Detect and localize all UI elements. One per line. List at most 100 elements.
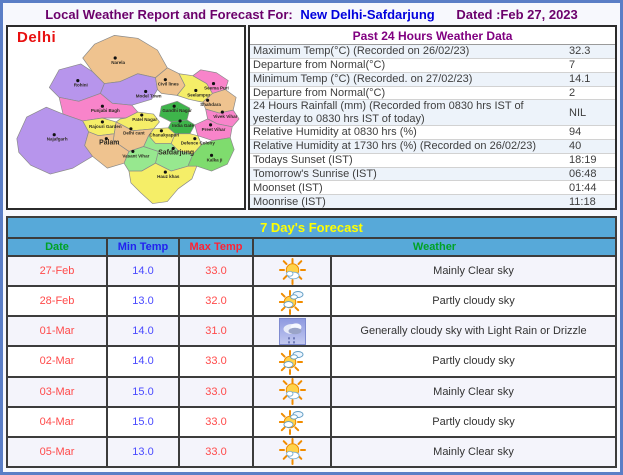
district-label: Narela bbox=[111, 60, 125, 65]
district-label: Vasant Vihar bbox=[122, 153, 149, 158]
forecast-header-row: Date Min Temp Max Temp Weather bbox=[8, 239, 615, 257]
district-label: Seelampur bbox=[187, 92, 210, 97]
past24-row: Tomorrow's Sunrise (IST) 06:48 bbox=[250, 167, 615, 182]
station-link[interactable]: New Delhi-Safdarjung bbox=[300, 7, 435, 22]
past24-row-label: Moonset (IST) bbox=[253, 181, 323, 194]
past24-row-label: Departure from Normal(°C) bbox=[253, 59, 386, 72]
past24-title: Past 24 Hours Weather Data bbox=[250, 27, 615, 45]
past24-row: Maximum Temp(°C) (Recorded on 26/02/23) 3… bbox=[250, 45, 615, 59]
column-header-min-temp: Min Temp bbox=[108, 239, 180, 255]
past24-row-label: Moonrise (IST) bbox=[253, 195, 326, 208]
district-label: Defence Colony bbox=[181, 141, 216, 146]
past24-row: Todays Sunset (IST) 18:19 bbox=[250, 154, 615, 168]
district-dot bbox=[208, 123, 213, 127]
forecast-title: 7 Day's Forecast bbox=[8, 218, 615, 239]
forecast-min-temp: 15.0 bbox=[108, 407, 180, 436]
past24-row: Relative Humidity at 0830 hrs (%) 94 bbox=[250, 126, 615, 140]
forecast-max-temp: 33.0 bbox=[180, 377, 254, 406]
page-title: Local Weather Report and Forecast For: N… bbox=[3, 3, 620, 25]
forecast-max-temp: 33.0 bbox=[180, 257, 254, 286]
past24-row: Moonrise (IST) 11:18 bbox=[250, 195, 615, 208]
past24-row-value: 2 bbox=[569, 86, 576, 99]
past24-row-value: 94 bbox=[569, 126, 582, 139]
district-dot bbox=[144, 89, 148, 94]
forecast-row: 03-Mar 15.0 33.0 Mainly Clear sky bbox=[8, 377, 615, 408]
top-panels: Delhi bbox=[6, 25, 617, 210]
column-header-weather: Weather bbox=[412, 241, 457, 253]
district-dot bbox=[206, 98, 210, 102]
forecast-date: 05-Mar bbox=[8, 437, 108, 466]
forecast-rows: 27-Feb 14.0 33.0 Mainly Clear sky 28-Feb 13.… bbox=[8, 257, 615, 466]
past24-panel: Past 24 Hours Weather Data Maximum Temp(… bbox=[248, 25, 617, 210]
rain-icon bbox=[254, 317, 332, 346]
district-label: Rohini bbox=[74, 83, 88, 88]
past24-row-label: 24 Hours Rainfall (mm) (Recorded from 08… bbox=[253, 100, 524, 125]
forecast-max-temp: 33.0 bbox=[180, 437, 254, 466]
past24-row-label: Relative Humidity at 1730 hrs (%) (Recor… bbox=[253, 140, 537, 153]
past24-row-label: Maximum Temp(°C) (Recorded on 26/02/23) bbox=[253, 45, 470, 58]
forecast-weather-desc: Partly cloudy sky bbox=[432, 295, 515, 308]
district-label: Delhi cant bbox=[123, 131, 145, 136]
forecast-weather-desc: Partly cloudy sky bbox=[432, 355, 515, 368]
region-seema-puri bbox=[192, 69, 229, 94]
forecast-row: 04-Mar 15.0 33.0 Partly cloudy sky bbox=[8, 407, 615, 438]
forecast-min-temp: 13.0 bbox=[108, 287, 180, 316]
map-region-label: Delhi bbox=[17, 29, 57, 46]
region-preet-vihar bbox=[194, 118, 233, 141]
district-dot bbox=[131, 149, 135, 153]
district-dot bbox=[172, 104, 176, 108]
district-dot bbox=[209, 153, 214, 157]
forecast-weather-desc: Mainly Clear sky bbox=[433, 445, 514, 458]
past24-row: Moonset (IST) 01:44 bbox=[250, 181, 615, 196]
district-label: Preet Vihar bbox=[202, 127, 226, 132]
district-dot bbox=[220, 110, 224, 114]
past24-rows: Maximum Temp(°C) (Recorded on 26/02/23) 3… bbox=[250, 45, 615, 208]
past24-row: Minimum Temp (°C) (Recorded. on 27/02/23… bbox=[250, 72, 615, 87]
district-dot bbox=[163, 78, 167, 82]
mainly-clear-icon bbox=[254, 377, 332, 406]
district-label: Vivek Vihar bbox=[213, 114, 237, 119]
forecast-row: 28-Feb 13.0 32.0 Partly cloudy sky bbox=[8, 287, 615, 318]
district-label: Gandhi Nagar bbox=[162, 108, 192, 113]
past24-row-label: Relative Humidity at 0830 hrs (%) bbox=[253, 126, 417, 139]
forecast-weather-desc: Mainly Clear sky bbox=[433, 265, 514, 278]
district-dot bbox=[100, 104, 104, 108]
past24-row-label: Departure from Normal(°C) bbox=[253, 86, 386, 99]
forecast-row: 02-Mar 14.0 33.0 Partly cloudy sky bbox=[8, 347, 615, 378]
district-label: Safdarjung bbox=[158, 149, 194, 156]
forecast-table: 7 Day's Forecast Date Min Temp Max Temp … bbox=[6, 216, 617, 468]
mainly-clear-icon bbox=[254, 437, 332, 466]
past24-row-value: 14.1 bbox=[569, 73, 591, 86]
district-label: India Gate bbox=[172, 123, 194, 128]
partly-cloudy-icon bbox=[254, 347, 332, 376]
district-label: Hauz khas bbox=[157, 174, 180, 179]
district-dot bbox=[113, 56, 117, 60]
delhi-districts-map: Narela Rohini Model Town Civil lines Seelamp… bbox=[16, 35, 240, 204]
forecast-date: 28-Feb bbox=[8, 287, 108, 316]
district-dot bbox=[52, 133, 56, 137]
column-header-date: Date bbox=[8, 239, 108, 255]
past24-row: Departure from Normal(°C) 2 bbox=[250, 87, 615, 101]
forecast-min-temp: 14.0 bbox=[108, 347, 180, 376]
forecast-weather-desc: Mainly Clear sky bbox=[433, 385, 514, 398]
forecast-max-temp: 33.0 bbox=[180, 347, 254, 376]
partly-cloudy-icon bbox=[254, 407, 332, 436]
district-dot bbox=[140, 113, 144, 117]
district-dot bbox=[129, 127, 133, 131]
past24-row-value: 11:18 bbox=[569, 195, 596, 208]
past24-row-value: 18:19 bbox=[569, 154, 597, 167]
district-label: Model Town bbox=[136, 93, 162, 98]
forecast-date: 02-Mar bbox=[8, 347, 108, 376]
forecast-min-temp: 13.0 bbox=[108, 437, 180, 466]
forecast-date: 04-Mar bbox=[8, 407, 108, 436]
column-header-max-temp: Max Temp bbox=[180, 239, 254, 255]
past24-row-label: Tomorrow's Sunrise (IST) bbox=[253, 167, 377, 180]
forecast-date: 03-Mar bbox=[8, 377, 108, 406]
district-dot bbox=[100, 120, 104, 124]
district-label: Punjabi Bagh bbox=[91, 108, 120, 113]
delhi-map-panel: Delhi bbox=[6, 25, 246, 210]
dated-label: Dated :Feb 27, 2023 bbox=[456, 7, 578, 22]
forecast-min-temp: 15.0 bbox=[108, 377, 180, 406]
past24-row-value: 7 bbox=[569, 59, 576, 72]
